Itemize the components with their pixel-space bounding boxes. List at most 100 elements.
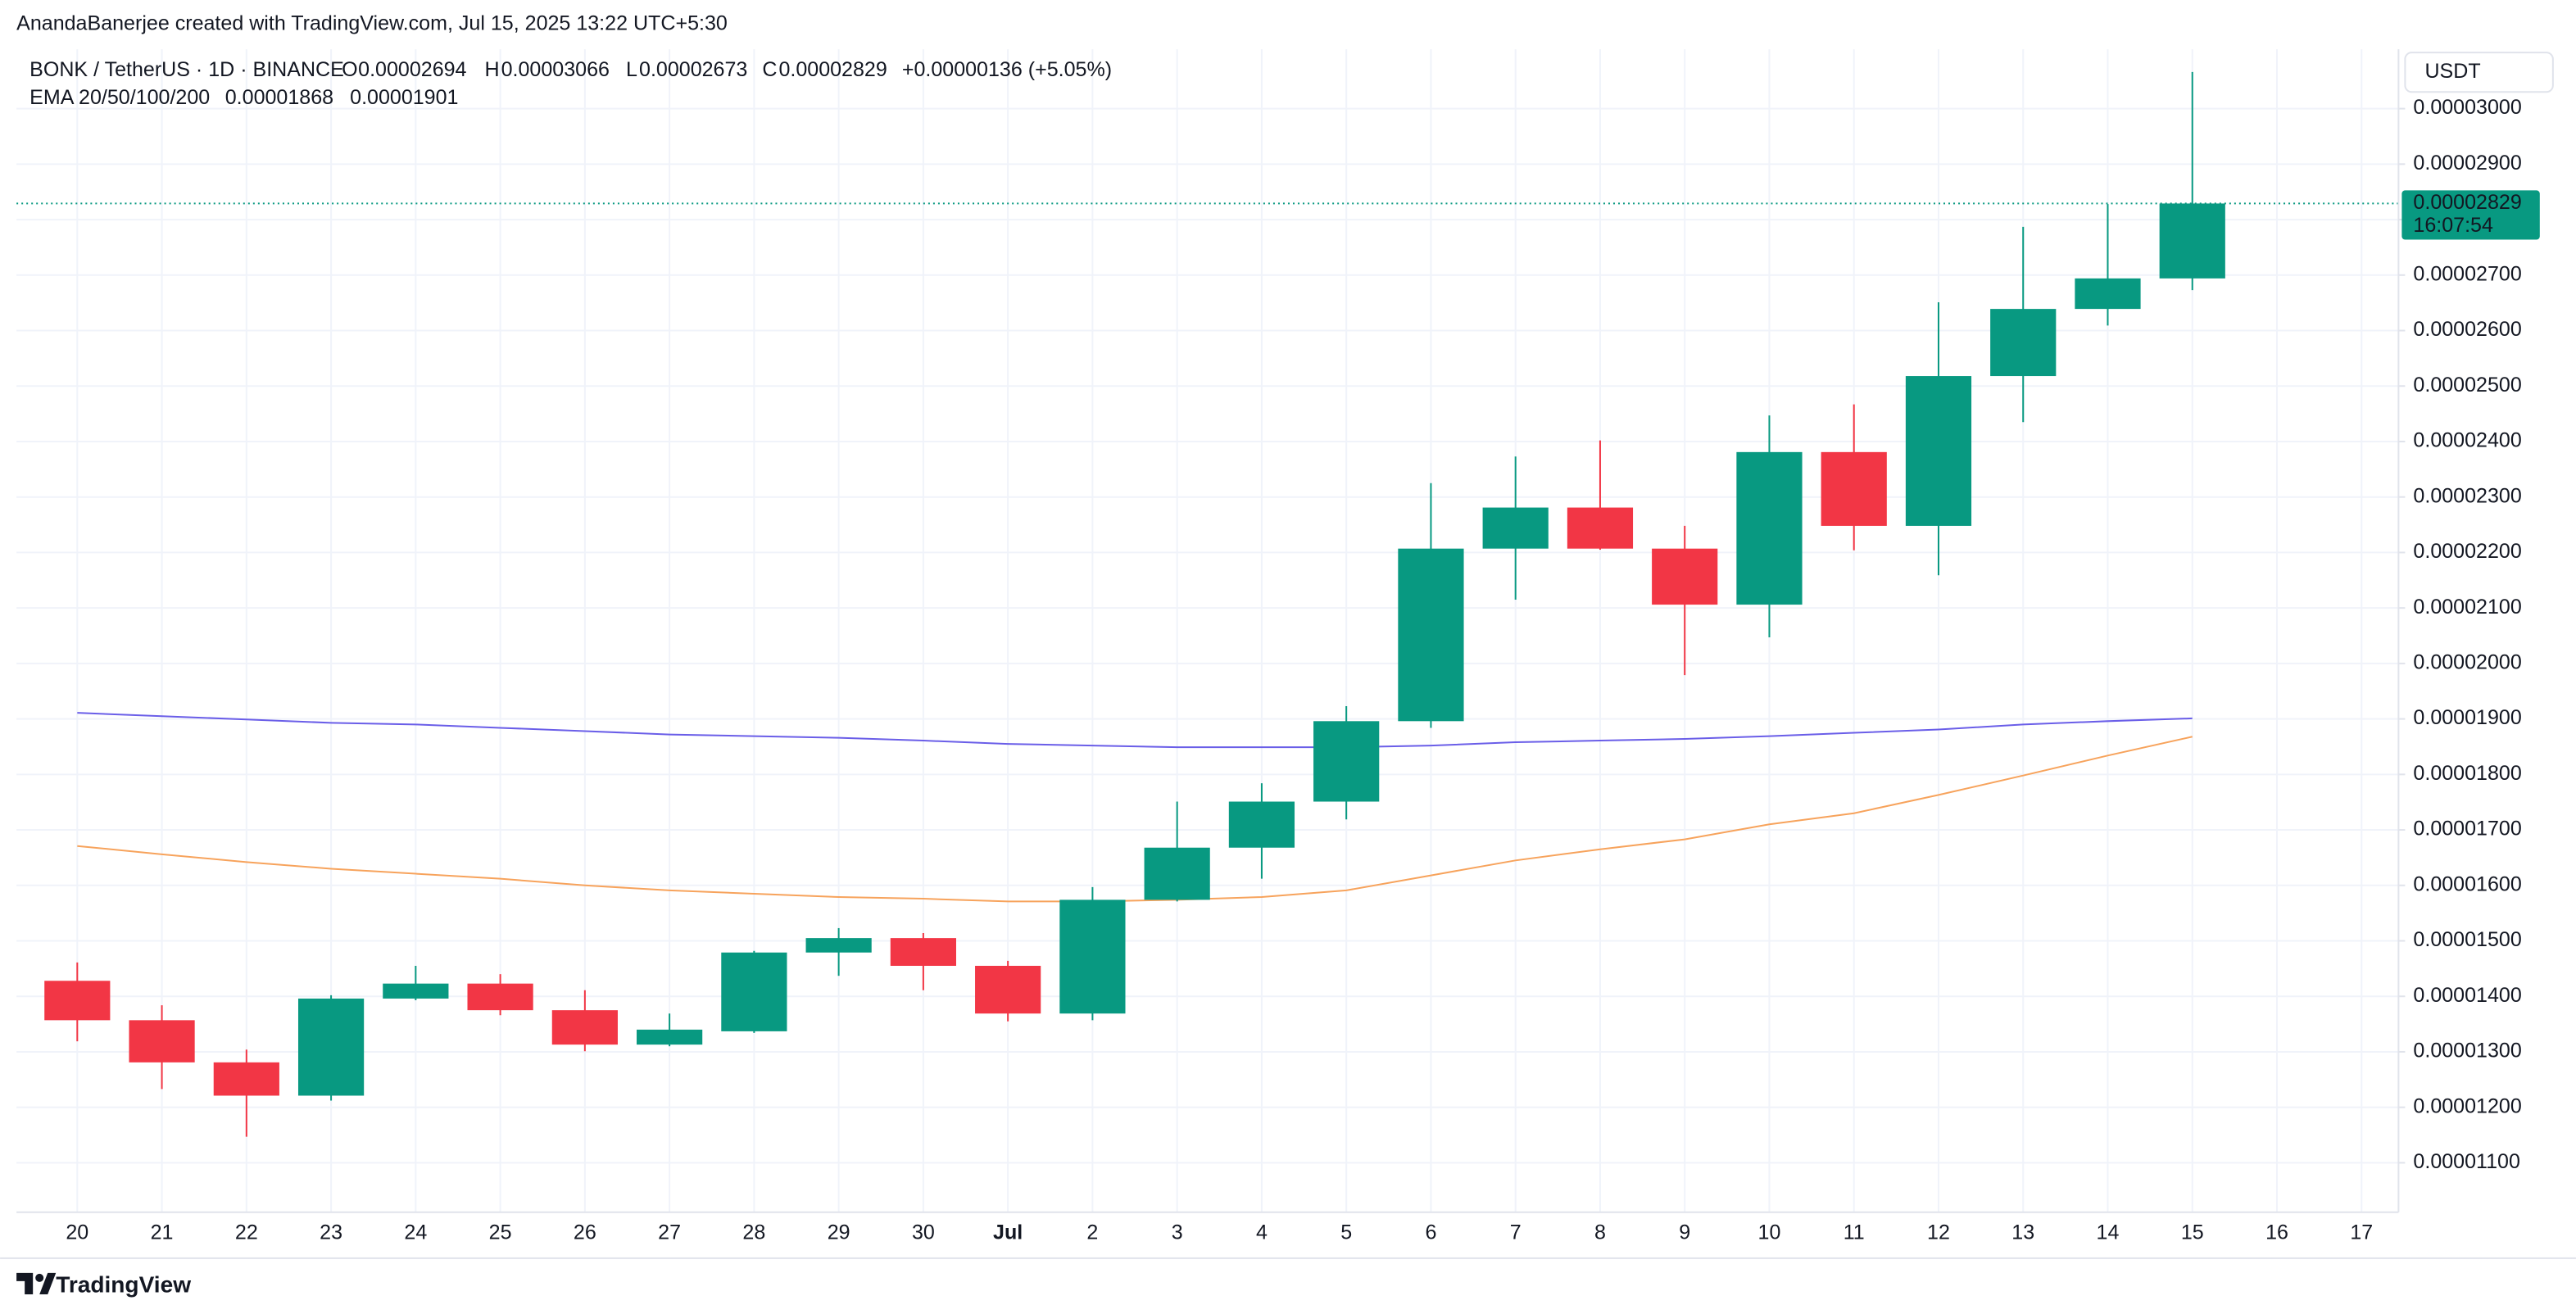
y-tick-label: 0.00001600 bbox=[2413, 872, 2521, 895]
candle-body bbox=[1228, 801, 1295, 848]
ema-label: EMA 20/50/100/200 bbox=[29, 86, 210, 109]
candle-body bbox=[383, 983, 449, 999]
legend-ema: 0.00001901 bbox=[350, 86, 458, 109]
candle-body bbox=[1990, 309, 2057, 377]
legend-high: 0.00003066 bbox=[501, 58, 610, 81]
y-tick-label: 0.00002300 bbox=[2413, 484, 2521, 507]
x-tick-label: 28 bbox=[742, 1221, 765, 1244]
candle-body bbox=[1905, 376, 1972, 526]
x-tick-label: 23 bbox=[320, 1221, 342, 1244]
y-tick-label: 0.00001400 bbox=[2413, 984, 2521, 1007]
low-label: L bbox=[626, 58, 637, 81]
x-tick-label: 4 bbox=[1256, 1221, 1268, 1244]
y-tick-label: 0.00001200 bbox=[2413, 1094, 2521, 1117]
y-tick-label: 0.00001500 bbox=[2413, 928, 2521, 951]
legend-close: 0.00002829 bbox=[778, 58, 887, 81]
x-tick-label: 13 bbox=[2011, 1221, 2034, 1244]
x-tick-label: 16 bbox=[2265, 1221, 2288, 1244]
y-tick-label: 0.00002000 bbox=[2413, 651, 2521, 674]
x-tick-label: 12 bbox=[1927, 1221, 1950, 1244]
y-tick-label: 0.00001100 bbox=[2413, 1150, 2519, 1173]
candle-body bbox=[1482, 507, 1549, 549]
candle-body bbox=[721, 952, 787, 1031]
candle-body bbox=[1398, 548, 1464, 722]
candle-body bbox=[551, 1010, 618, 1045]
ema-line bbox=[77, 736, 2193, 903]
legend-low: 0.00002673 bbox=[639, 58, 747, 81]
ema-line bbox=[77, 712, 2193, 749]
logo-mark bbox=[39, 1272, 57, 1294]
x-tick-label: 27 bbox=[658, 1221, 681, 1244]
candle-body bbox=[44, 981, 111, 1021]
x-tick-label: Jul bbox=[993, 1221, 1023, 1244]
symbol: BONK / TetherUS · 1D · BINANCE bbox=[29, 58, 344, 81]
x-tick-label: 29 bbox=[828, 1221, 850, 1244]
logo-text: TradingView bbox=[56, 1271, 191, 1297]
logo-dot bbox=[35, 1273, 44, 1282]
y-tick-label: 0.00003000 bbox=[2413, 96, 2521, 119]
y-tick-label: 0.00001800 bbox=[2413, 762, 2521, 785]
close-label: C bbox=[762, 58, 777, 81]
x-tick-label: 14 bbox=[2097, 1221, 2120, 1244]
candle-body bbox=[129, 1020, 195, 1063]
currency-box[interactable] bbox=[2404, 52, 2554, 93]
y-tick-label: 0.00002500 bbox=[2413, 374, 2521, 396]
countdown: 16:07:54 bbox=[2413, 214, 2493, 237]
x-tick-label: 10 bbox=[1758, 1221, 1781, 1244]
x-tick-label: 22 bbox=[235, 1221, 258, 1244]
candle-body bbox=[1821, 451, 1887, 526]
x-tick-label: 6 bbox=[1425, 1221, 1436, 1244]
credit: AnandaBanerjee created with TradingView.… bbox=[16, 12, 728, 35]
candle-body bbox=[975, 965, 1041, 1014]
legend-ema: 0.00001868 bbox=[225, 86, 333, 109]
candle-body bbox=[297, 998, 365, 1096]
x-tick-label: 11 bbox=[1844, 1221, 1865, 1244]
candle-body bbox=[1652, 548, 1718, 605]
plot-area bbox=[16, 49, 2399, 1212]
y-tick-label: 0.00002400 bbox=[2413, 429, 2521, 452]
price-label: 0.00002829 bbox=[2413, 191, 2521, 214]
y-tick-label: 0.00001700 bbox=[2413, 818, 2521, 841]
y-tick-label: 0.00002100 bbox=[2413, 596, 2521, 618]
x-tick-label: 9 bbox=[1679, 1221, 1690, 1244]
candle-body bbox=[1567, 507, 1634, 549]
x-tick-label: 3 bbox=[1172, 1221, 1183, 1244]
currency: USDT bbox=[2424, 60, 2480, 83]
candle-body bbox=[805, 938, 872, 953]
candle-body bbox=[213, 1062, 279, 1096]
candle-body bbox=[2075, 278, 2141, 310]
candle-body bbox=[890, 938, 956, 966]
candle-body bbox=[1313, 721, 1380, 802]
x-tick-label: 15 bbox=[2181, 1221, 2204, 1244]
candle-body bbox=[637, 1029, 703, 1045]
candle-body bbox=[1059, 899, 1126, 1014]
legend-open: 0.00002694 bbox=[358, 58, 466, 81]
y-tick-label: 0.00002700 bbox=[2413, 262, 2521, 285]
x-tick-label: 5 bbox=[1340, 1221, 1352, 1244]
y-tick-label: 0.00002200 bbox=[2413, 540, 2521, 563]
high-label: H bbox=[485, 58, 500, 81]
candle-body bbox=[467, 983, 533, 1011]
price-box bbox=[2401, 190, 2540, 240]
candle-body bbox=[1736, 451, 1803, 605]
x-tick-label: 24 bbox=[404, 1221, 427, 1244]
x-tick-label: 30 bbox=[912, 1221, 935, 1244]
y-tick-label: 0.00002600 bbox=[2413, 318, 2521, 341]
x-tick-label: 2 bbox=[1086, 1221, 1098, 1244]
x-tick-label: 26 bbox=[574, 1221, 596, 1244]
x-tick-label: 20 bbox=[66, 1221, 88, 1244]
x-tick-label: 25 bbox=[489, 1221, 512, 1244]
y-tick-label: 0.00001900 bbox=[2413, 706, 2521, 729]
x-tick-label: 7 bbox=[1510, 1221, 1522, 1244]
change: +0.00000136 (+5.05%) bbox=[902, 58, 1112, 81]
candle-body bbox=[2159, 203, 2225, 279]
candle-body bbox=[1144, 847, 1210, 900]
y-tick-label: 0.00002900 bbox=[2413, 152, 2521, 174]
x-tick-label: 8 bbox=[1594, 1221, 1606, 1244]
open-label: O bbox=[342, 58, 357, 81]
x-tick-label: 17 bbox=[2350, 1221, 2373, 1244]
x-tick-label: 21 bbox=[151, 1221, 174, 1244]
y-tick-label: 0.00001300 bbox=[2413, 1040, 2521, 1063]
